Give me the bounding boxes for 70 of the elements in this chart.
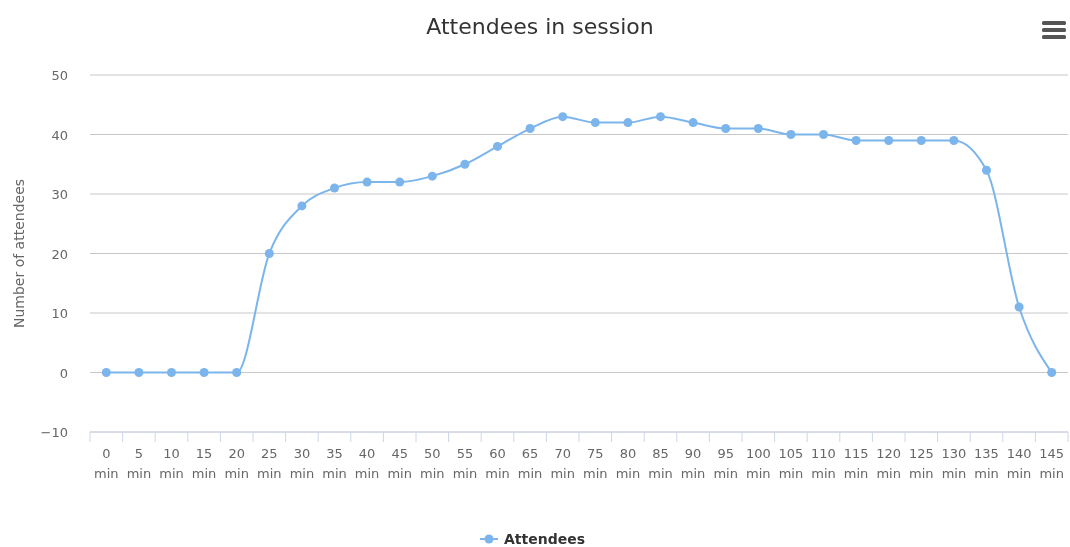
x-tick-label: 10 min [159, 446, 184, 481]
x-tick-label: 30 min [289, 446, 315, 481]
x-tick-label: 65 min [517, 446, 543, 481]
x-tick-label: 135 min [974, 446, 999, 481]
point [1014, 302, 1024, 312]
point [362, 177, 372, 187]
point [623, 118, 633, 128]
x-tick-label: 145 min [1039, 446, 1065, 481]
point [688, 118, 698, 128]
x-tick-label: 5 min [126, 446, 152, 481]
point [395, 177, 405, 187]
point [884, 135, 894, 145]
point [916, 135, 926, 145]
x-tick-label: 140 min [1006, 446, 1032, 481]
x-tick-label: 35 min [322, 446, 347, 481]
point [264, 248, 274, 259]
point [297, 201, 307, 211]
point [949, 135, 959, 145]
point [753, 124, 763, 134]
x-tick-label: 0 min [94, 446, 119, 481]
x-tick-label: 105 min [778, 446, 804, 481]
point [590, 118, 600, 128]
point [721, 124, 731, 134]
point [199, 367, 209, 378]
x-tick-label: 125 min [908, 446, 934, 481]
y-tick-label: 40 [51, 127, 68, 143]
x-tick-label: 110 min [811, 446, 836, 481]
y-tick-label: 20 [51, 246, 68, 262]
point [786, 129, 796, 140]
y-tick-label: 50 [51, 68, 68, 83]
x-tick-label: 70 min [550, 446, 575, 481]
x-tick-label: 80 min [615, 446, 641, 481]
point [655, 112, 666, 122]
x-tick-label: 75 min [583, 446, 608, 481]
point [851, 135, 861, 145]
x-tick-label: 130 min [941, 446, 967, 481]
point [818, 129, 829, 140]
x-tick-label: 40 min [354, 446, 380, 481]
point [525, 124, 535, 134]
x-tick-label: 85 min [648, 446, 673, 481]
x-tick-label: 15 min [191, 446, 217, 481]
x-tick-label: 100 min [745, 446, 771, 481]
y-tick-label: 30 [51, 187, 68, 202]
point [981, 165, 992, 175]
y-axis-title: Number of attendees [11, 178, 27, 329]
x-tick-label: 25 min [257, 446, 282, 481]
x-tick-label: 90 min [680, 446, 706, 481]
y-tick-label: 0 [59, 365, 68, 381]
point [492, 141, 503, 151]
point [166, 367, 177, 378]
x-tick-label: 55 min [452, 446, 478, 481]
point [329, 183, 340, 193]
y-tick-label: 10 [51, 306, 68, 321]
point [101, 367, 111, 378]
x-tick-label: 115 min [843, 446, 869, 481]
point [232, 367, 242, 378]
x-tick-label: 60 min [485, 446, 510, 481]
x-tick-label: 95 min [713, 446, 738, 481]
y-tick-label: −10 [40, 425, 68, 440]
x-tick-label: 20 min [224, 446, 249, 481]
x-tick-label: 50 min [420, 446, 445, 481]
x-tick-label: 120 min [876, 446, 902, 481]
point [558, 112, 568, 122]
point [134, 367, 144, 378]
chart-title: Attendees in session [426, 14, 654, 39]
point [460, 159, 470, 169]
point [1047, 367, 1057, 378]
point [427, 171, 437, 181]
legend-label: Attendees [504, 531, 586, 547]
x-tick-label: 45 min [387, 446, 412, 481]
